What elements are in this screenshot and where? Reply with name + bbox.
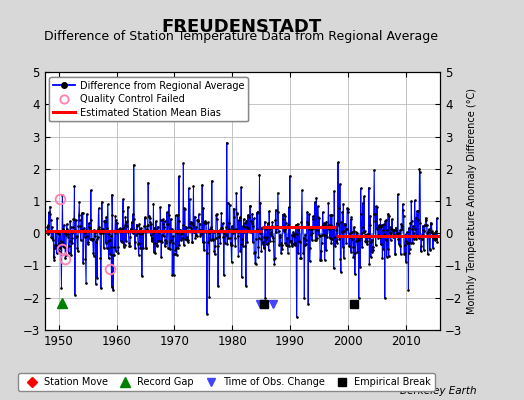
Y-axis label: Monthly Temperature Anomaly Difference (°C): Monthly Temperature Anomaly Difference (… <box>466 88 476 314</box>
Text: Berkeley Earth: Berkeley Earth <box>400 386 477 396</box>
Text: Difference of Station Temperature Data from Regional Average: Difference of Station Temperature Data f… <box>44 30 438 43</box>
Legend: Difference from Regional Average, Quality Control Failed, Estimated Station Mean: Difference from Regional Average, Qualit… <box>49 77 248 122</box>
Legend: Station Move, Record Gap, Time of Obs. Change, Empirical Break: Station Move, Record Gap, Time of Obs. C… <box>18 373 435 391</box>
Text: FREUDENSTADT: FREUDENSTADT <box>161 18 321 36</box>
